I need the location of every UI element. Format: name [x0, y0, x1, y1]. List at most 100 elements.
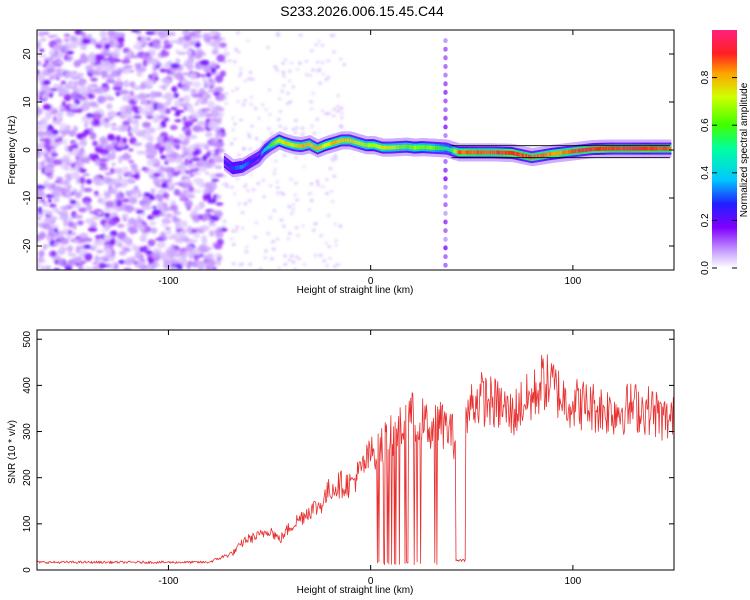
noise-speck: [237, 74, 242, 78]
noise-speck: [38, 123, 48, 131]
noise-speck: [87, 227, 98, 232]
noise-speck: [137, 219, 145, 223]
noise-speck: [239, 67, 243, 71]
harmonic-streak-dot: [443, 236, 448, 242]
noise-speck: [69, 35, 77, 42]
noise-speck: [196, 260, 206, 269]
noise-speck: [94, 158, 100, 166]
noise-speck: [95, 234, 102, 240]
noise-speck: [82, 101, 92, 109]
noise-speck: [50, 88, 58, 92]
noise-speck: [157, 189, 168, 194]
noise-speck: [332, 107, 337, 111]
noise-speck: [84, 156, 91, 164]
noise-speck: [336, 109, 341, 113]
noise-speck: [158, 136, 164, 141]
noise-speck: [275, 68, 280, 72]
noise-speck: [52, 116, 58, 122]
snr-x-ticks: -100 0 100: [158, 330, 582, 587]
noise-speck: [243, 99, 247, 102]
noise-speck: [111, 211, 118, 218]
noise-speck: [183, 120, 194, 127]
x-tick-label: 100: [565, 276, 582, 287]
noise-speck: [131, 165, 138, 172]
harmonic-streak-dot: [443, 133, 448, 139]
noise-speck: [67, 217, 73, 223]
noise-speck: [81, 38, 92, 45]
noise-speck: [92, 88, 102, 93]
noise-speck: [43, 217, 53, 225]
noise-speck: [163, 77, 168, 82]
noise-speck: [37, 262, 41, 269]
colorbar-tick-label: 0.8: [700, 70, 711, 84]
noise-speck: [152, 41, 161, 47]
noise-speck: [312, 131, 317, 135]
noise-speck: [202, 193, 208, 202]
noise-speck: [236, 50, 241, 54]
noise-speck: [181, 146, 189, 152]
noise-speck: [195, 48, 203, 54]
noise-speck: [40, 267, 47, 270]
noise-speck: [210, 41, 220, 48]
noise-speck: [67, 253, 77, 257]
noise-speck: [91, 39, 97, 46]
noise-speck: [210, 36, 220, 39]
noise-speck: [261, 103, 265, 107]
noise-speck: [160, 30, 170, 37]
harmonic-streak-dot: [443, 55, 448, 61]
noise-speck: [215, 32, 221, 37]
noise-speck: [144, 104, 154, 110]
noise-speck: [268, 184, 273, 188]
noise-speck: [54, 180, 60, 184]
noise-speck: [142, 121, 151, 128]
noise-speck: [198, 143, 204, 150]
noise-speck: [193, 233, 201, 239]
snr-x-label: Height of straight line (km): [297, 585, 414, 596]
noise-speck: [193, 205, 200, 212]
noise-speck: [224, 101, 228, 105]
noise-speck: [57, 258, 65, 266]
noise-speck: [158, 200, 163, 207]
noise-speck: [244, 245, 249, 249]
noise-speck: [144, 52, 151, 57]
noise-speck: [183, 94, 191, 103]
noise-speck: [107, 256, 116, 262]
noise-speck: [207, 198, 217, 204]
noise-speck: [67, 55, 72, 62]
noise-speck: [54, 38, 63, 43]
noise-speck: [254, 107, 258, 110]
noise-speck: [332, 114, 336, 118]
noise-speck: [216, 194, 222, 201]
y-tick-label: -10: [22, 190, 33, 205]
noise-speck: [278, 124, 282, 128]
noise-speck: [103, 121, 110, 129]
noise-speck: [264, 249, 268, 253]
noise-speck: [201, 254, 211, 258]
noise-speck: [261, 178, 266, 182]
noise-speck: [70, 192, 75, 196]
noise-speck: [129, 256, 138, 260]
noise-speck: [196, 97, 204, 104]
noise-speck: [218, 92, 225, 101]
noise-speck: [142, 245, 148, 254]
noise-speck: [107, 133, 115, 141]
noise-speck: [122, 215, 127, 220]
noise-speck: [80, 184, 85, 190]
harmonic-streak-dot: [443, 38, 448, 44]
noise-speck: [268, 113, 272, 116]
x-tick-label: 0: [368, 576, 374, 587]
noise-speck: [162, 262, 172, 269]
noise-speck: [72, 72, 79, 77]
noise-speck: [184, 169, 191, 175]
noise-speck: [121, 59, 131, 64]
noise-speck: [308, 192, 312, 196]
colorbar-tick-label: 0.2: [700, 213, 711, 227]
noise-speck: [115, 199, 122, 208]
noise-speck: [246, 132, 251, 136]
noise-speck: [55, 50, 64, 58]
noise-speck: [79, 139, 88, 147]
harmonic-streak-dot: [443, 202, 448, 208]
noise-speck: [277, 97, 282, 101]
noise-speck: [271, 247, 276, 251]
snr-series-line: [37, 354, 674, 565]
